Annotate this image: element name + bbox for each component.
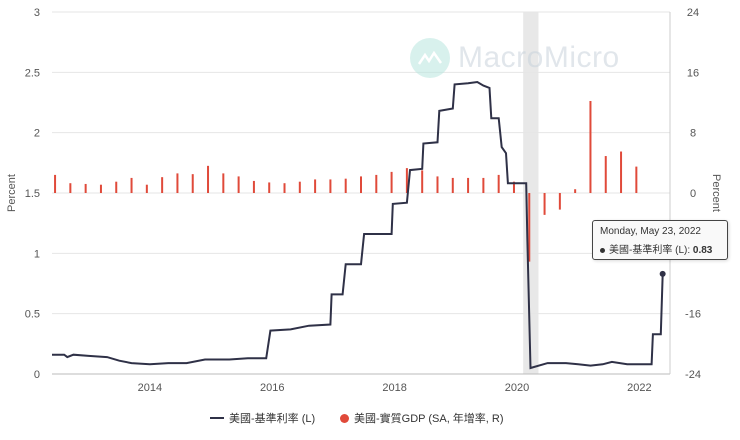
x-tick-label: 2016 — [260, 382, 284, 394]
gdp-bars — [54, 100, 638, 262]
tooltip-value: 0.83 — [692, 245, 713, 256]
tooltip-series: 美國-基準利率 (L): — [609, 245, 693, 256]
gdp-bar — [451, 177, 454, 193]
gdp-bar — [252, 180, 255, 193]
legend-line-icon — [210, 417, 224, 419]
left-tick-label: 1.5 — [25, 188, 40, 200]
right-tick-label: -16 — [685, 309, 701, 321]
rate-line — [52, 80, 664, 370]
x-tick-label: 2014 — [138, 382, 162, 394]
watermark: MacroMicro — [410, 38, 620, 78]
gdp-bar — [69, 183, 72, 193]
gdp-bar — [497, 174, 500, 193]
gdp-bar — [145, 184, 148, 193]
hover-point[interactable] — [659, 270, 666, 277]
tooltip-row: 美國-基準利率 (L): 0.83 — [600, 241, 712, 256]
x-tick-label: 2018 — [382, 382, 406, 394]
gdp-bar — [635, 166, 638, 193]
gdp-bar — [329, 179, 332, 193]
right-tick-label: 0 — [690, 188, 696, 200]
gdp-bar — [283, 183, 286, 193]
gdp-bar — [207, 165, 210, 193]
legend-item-gdp[interactable]: 美國-實質GDP (SA, 年增率, R) — [340, 410, 504, 426]
gdp-bar — [574, 189, 577, 193]
gdp-bar — [436, 176, 439, 193]
legend-dot-icon — [340, 413, 349, 423]
gdp-bar — [375, 174, 378, 193]
right-tick-label: 8 — [690, 128, 696, 140]
tooltip-date: Monday, May 23, 2022 — [600, 226, 701, 237]
gdp-bar — [344, 178, 347, 193]
gdp-bar — [237, 176, 240, 193]
left-tick-label: 3 — [34, 7, 40, 19]
left-tick-label: 1 — [34, 248, 40, 260]
tooltip: Monday, May 23, 2022 美國-基準利率 (L): 0.83 — [592, 220, 728, 260]
left-axis-label: Percent — [6, 174, 18, 212]
right-tick-label: -24 — [685, 369, 701, 381]
right-axis-ticks: -24-16-8081624 — [685, 7, 701, 381]
gdp-bar — [268, 182, 271, 193]
gdp-bar — [115, 181, 118, 193]
right-tick-label: 16 — [687, 67, 699, 79]
right-axis-label: Percent — [710, 174, 722, 212]
legend-label-gdp: 美國-實質GDP (SA, 年增率, R) — [354, 413, 504, 425]
macromicro-logo-icon — [410, 38, 450, 78]
right-tick-label: 24 — [687, 7, 699, 19]
gdp-bar — [467, 177, 470, 193]
legend: 美國-基準利率 (L) 美國-實質GDP (SA, 年增率, R) — [0, 410, 740, 428]
gdp-bar — [222, 173, 225, 193]
legend-item-rate[interactable]: 美國-基準利率 (L) — [210, 410, 315, 426]
gdp-bar — [191, 174, 194, 193]
x-axis-ticks: 2014 2016 2018 2020 2022 — [138, 382, 652, 394]
gdp-bar — [360, 176, 362, 193]
gdp-bar — [314, 179, 317, 193]
gdp-bar — [604, 156, 607, 193]
gdp-bar — [512, 181, 515, 193]
gdp-bar — [390, 171, 393, 193]
watermark-text: MacroMicro — [458, 41, 620, 74]
gdp-bar — [421, 170, 424, 193]
x-tick-label: 2020 — [505, 382, 529, 394]
gdp-bar — [620, 151, 623, 193]
gdp-bar — [528, 193, 531, 262]
gdp-bar — [589, 100, 592, 193]
gdp-bar — [298, 181, 301, 193]
left-tick-label: 2.5 — [25, 67, 40, 79]
tooltip-dot-icon — [600, 247, 605, 253]
gdp-bar — [176, 173, 179, 193]
gdp-bar — [543, 193, 546, 215]
gdp-bar — [558, 193, 561, 210]
gdp-bar — [130, 177, 133, 193]
legend-label-rate: 美國-基準利率 (L) — [229, 413, 316, 425]
left-axis-ticks: 0 0.5 1 1.5 2 2.5 3 — [25, 7, 40, 381]
x-tick-label: 2022 — [627, 382, 651, 394]
gdp-bar — [99, 184, 102, 193]
gdp-bar — [405, 168, 408, 193]
left-tick-label: 2 — [34, 128, 40, 140]
gdp-bar — [482, 177, 485, 193]
gdp-bar — [54, 174, 57, 193]
left-tick-label: 0 — [34, 369, 40, 381]
left-tick-label: 0.5 — [25, 309, 40, 321]
gdp-bar — [84, 183, 87, 193]
gdp-bar — [161, 177, 164, 193]
